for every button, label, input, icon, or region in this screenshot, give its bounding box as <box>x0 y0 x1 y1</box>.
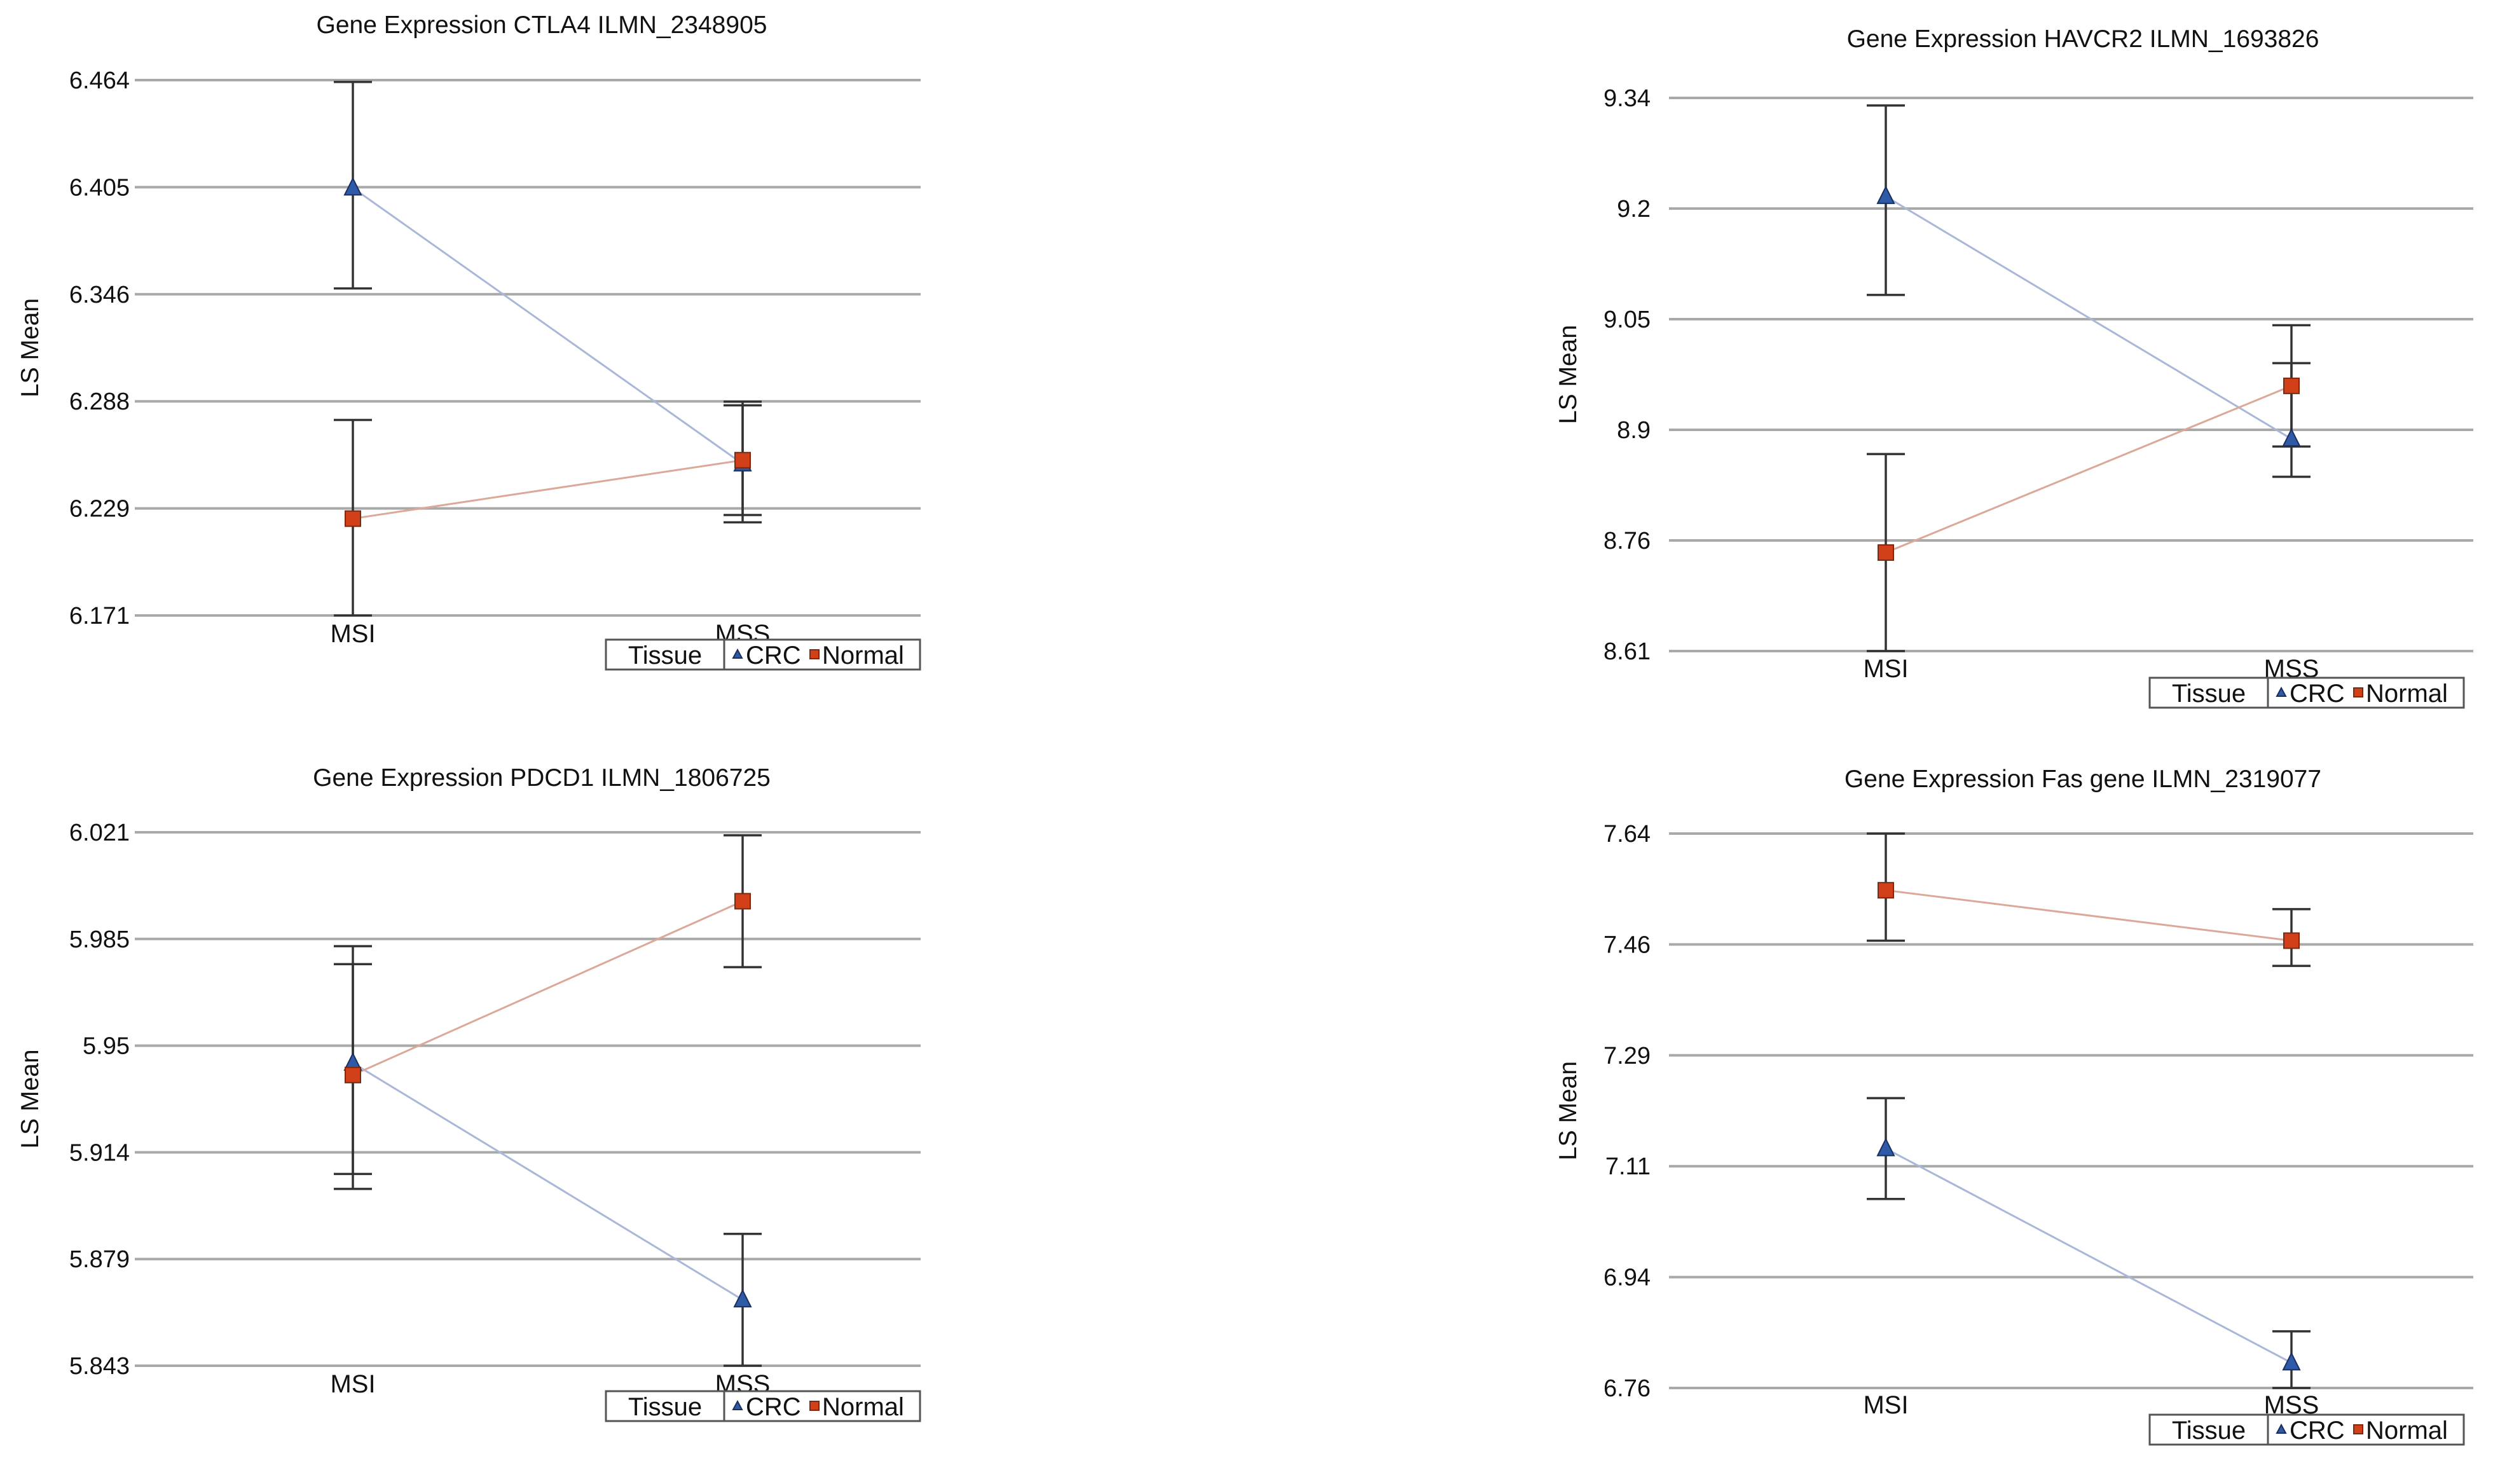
data-point-normal <box>1878 882 1894 899</box>
y-tick-label: 6.346 <box>69 282 130 308</box>
y-tick-label: 9.05 <box>1604 306 1651 333</box>
legend-label-normal: Normal <box>2366 1417 2448 1445</box>
legend-marker-normal <box>809 1401 820 1411</box>
y-tick-label: 5.843 <box>69 1353 130 1380</box>
legend-label-normal: Normal <box>822 1393 904 1421</box>
legend-marker-normal <box>2353 1424 2363 1434</box>
y-tick-label: 8.9 <box>1617 417 1651 444</box>
series-line-crc <box>352 187 743 465</box>
y-tick-label: 7.46 <box>1604 931 1651 958</box>
data-point-crc <box>1876 1137 1895 1157</box>
chart-title: Gene Expression PDCD1 ILMN_1806725 <box>313 764 771 792</box>
series-line-crc <box>1885 1148 2292 1364</box>
series-line-crc <box>352 1062 743 1301</box>
y-axis-label: LS Mean <box>1555 325 1582 424</box>
legend-title: Tissue <box>2172 1417 2246 1445</box>
y-axis-label: LS Mean <box>17 298 44 397</box>
legend: Tissue CRC Normal <box>605 1390 921 1422</box>
y-tick-label: 7.11 <box>1605 1153 1651 1180</box>
y-tick-label: 5.914 <box>69 1139 130 1166</box>
legend-box <box>2148 1413 2465 1446</box>
y-tick-label: 5.985 <box>69 926 130 953</box>
chart-3: Gene Expression PDCD1 ILMN_1806725 LS Mea… <box>17 764 921 1422</box>
chart-title: Gene Expression HAVCR2 ILMN_1693826 <box>1847 25 2319 53</box>
x-category-label: MSI <box>330 620 375 648</box>
data-point-crc <box>733 1289 752 1308</box>
legend-title: Tissue <box>628 642 702 670</box>
legend: Tissue CRC Normal <box>2148 1413 2465 1446</box>
legend-box <box>605 1390 921 1422</box>
x-category-label: MSI <box>330 1370 375 1398</box>
legend-title: Tissue <box>628 1393 702 1421</box>
y-tick-label: 6.76 <box>1604 1375 1651 1402</box>
legend-label-normal: Normal <box>2366 680 2448 708</box>
y-tick-label: 6.021 <box>69 820 130 846</box>
chart-2: Gene Expression HAVCR2 ILMN_1693826 LS Me… <box>1555 25 2473 709</box>
y-tick-label: 6.464 <box>69 67 130 94</box>
data-point-normal <box>345 510 361 527</box>
data-point-crc <box>1876 185 1895 204</box>
y-tick-label: 6.229 <box>69 496 130 523</box>
chart-title: Gene Expression Fas gene ILMN_2319077 <box>1844 766 2321 793</box>
x-category-label: MSI <box>1863 655 1908 683</box>
legend-marker-crc <box>732 1399 743 1410</box>
y-tick-label: 9.2 <box>1617 196 1651 223</box>
y-tick-label: 6.171 <box>69 603 130 629</box>
chart-title: Gene Expression CTLA4 ILMN_2348905 <box>317 11 767 39</box>
legend-label-crc: CRC <box>2290 1417 2345 1445</box>
legend-marker-crc <box>732 648 743 659</box>
legend-marker-crc <box>2276 686 2287 697</box>
y-axis-label: LS Mean <box>1555 1061 1582 1160</box>
data-point-normal <box>345 1066 361 1083</box>
y-tick-label: 5.95 <box>83 1033 130 1060</box>
series-line-normal <box>1885 385 2292 554</box>
y-tick-label: 5.879 <box>69 1246 130 1273</box>
data-point-crc <box>2282 428 2301 447</box>
legend: Tissue CRC Normal <box>605 638 921 671</box>
y-axis-label: LS Mean <box>17 1049 44 1148</box>
series-line-normal <box>1885 889 2292 942</box>
legend-box <box>2148 677 2465 709</box>
chart-4: Gene Expression Fas gene ILMN_2319077 LS … <box>1555 766 2473 1446</box>
legend-label-crc: CRC <box>746 642 801 670</box>
y-tick-label: 6.94 <box>1604 1265 1651 1291</box>
y-tick-label: 7.29 <box>1604 1043 1651 1069</box>
data-point-normal <box>1878 544 1894 561</box>
y-tick-label: 8.61 <box>1604 638 1651 665</box>
legend-marker-normal <box>2353 687 2363 697</box>
legend-label-crc: CRC <box>2290 680 2345 708</box>
data-point-crc <box>2282 1352 2301 1371</box>
y-tick-label: 8.76 <box>1604 528 1651 554</box>
series-line-normal <box>352 459 743 520</box>
data-point-crc <box>343 177 362 196</box>
data-point-normal <box>734 893 751 910</box>
legend: Tissue CRC Normal <box>2148 677 2465 709</box>
data-point-normal <box>734 451 751 469</box>
y-tick-label: 7.64 <box>1604 821 1651 848</box>
data-point-normal <box>2283 377 2300 394</box>
legend-label-normal: Normal <box>822 642 904 670</box>
chart-1: Gene Expression CTLA4 ILMN_2348905 LS Mea… <box>17 11 921 671</box>
series-line-normal <box>352 900 743 1076</box>
legend-marker-crc <box>2276 1423 2287 1434</box>
data-point-normal <box>2283 932 2300 949</box>
legend-box <box>605 638 921 671</box>
x-category-label: MSI <box>1863 1391 1908 1419</box>
series-line-crc <box>1885 195 2292 440</box>
y-tick-label: 6.405 <box>69 174 130 201</box>
y-tick-label: 9.34 <box>1604 85 1651 112</box>
y-tick-label: 6.288 <box>69 388 130 415</box>
legend-title: Tissue <box>2172 680 2246 708</box>
legend-label-crc: CRC <box>746 1393 801 1421</box>
legend-marker-normal <box>809 649 820 659</box>
